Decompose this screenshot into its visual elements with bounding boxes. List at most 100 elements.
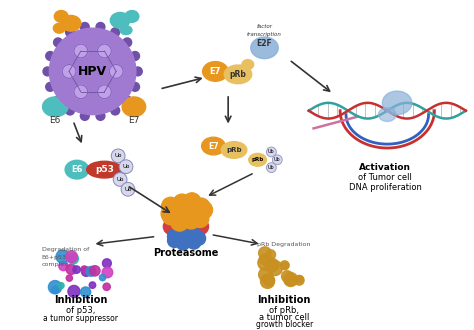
Circle shape: [54, 96, 63, 105]
Circle shape: [102, 267, 113, 278]
Circle shape: [285, 275, 296, 285]
Circle shape: [62, 65, 76, 78]
Ellipse shape: [125, 11, 139, 22]
Circle shape: [82, 267, 91, 276]
Ellipse shape: [251, 37, 278, 59]
Text: p53: p53: [95, 165, 114, 174]
Circle shape: [176, 236, 190, 250]
Circle shape: [111, 28, 119, 37]
Text: E6: E6: [71, 165, 82, 174]
Text: Inhibition: Inhibition: [54, 295, 108, 305]
Circle shape: [167, 229, 181, 243]
Text: a tumor suppressor: a tumor suppressor: [43, 314, 118, 323]
Circle shape: [109, 65, 123, 78]
Text: E2F: E2F: [256, 39, 273, 49]
Circle shape: [46, 82, 55, 91]
Ellipse shape: [378, 108, 396, 121]
Text: Ub: Ub: [268, 165, 275, 170]
Text: pRb: pRb: [226, 147, 242, 153]
Circle shape: [282, 271, 293, 282]
Circle shape: [65, 28, 74, 37]
Circle shape: [189, 223, 204, 239]
Text: of Tumor cell: of Tumor cell: [358, 173, 412, 182]
Circle shape: [123, 96, 132, 105]
Ellipse shape: [383, 91, 412, 115]
Circle shape: [192, 198, 210, 216]
Text: Inhibition: Inhibition: [257, 295, 311, 305]
Ellipse shape: [61, 16, 81, 31]
Circle shape: [164, 219, 179, 234]
Circle shape: [74, 44, 88, 58]
Circle shape: [178, 225, 194, 240]
Circle shape: [54, 38, 63, 47]
Text: DNA proliferation: DNA proliferation: [349, 183, 422, 192]
Circle shape: [187, 228, 201, 242]
Circle shape: [162, 207, 180, 225]
Circle shape: [178, 213, 194, 229]
Text: Ub: Ub: [268, 149, 275, 154]
Circle shape: [123, 38, 132, 47]
Circle shape: [284, 273, 298, 286]
Circle shape: [282, 262, 289, 269]
Circle shape: [168, 223, 183, 239]
Circle shape: [171, 214, 189, 231]
Circle shape: [68, 253, 79, 264]
Circle shape: [66, 264, 76, 275]
Text: E7: E7: [210, 67, 221, 76]
Circle shape: [131, 51, 139, 60]
Circle shape: [261, 274, 274, 288]
Circle shape: [260, 254, 270, 265]
Circle shape: [266, 250, 275, 259]
Circle shape: [265, 258, 279, 272]
Circle shape: [111, 106, 119, 115]
Circle shape: [66, 251, 77, 262]
Circle shape: [263, 274, 274, 286]
Text: E6+p53: E6+p53: [42, 254, 66, 259]
Text: of pRb,: of pRb,: [269, 306, 299, 314]
Text: pRb: pRb: [229, 70, 246, 79]
Text: E7: E7: [128, 116, 139, 125]
Circle shape: [280, 261, 289, 270]
Circle shape: [103, 283, 110, 290]
Circle shape: [100, 275, 106, 281]
Circle shape: [133, 67, 142, 76]
Circle shape: [68, 285, 80, 297]
Circle shape: [268, 261, 283, 276]
Circle shape: [173, 194, 191, 212]
Circle shape: [189, 214, 204, 230]
Circle shape: [52, 286, 59, 293]
Circle shape: [69, 257, 75, 263]
Circle shape: [43, 67, 52, 76]
Circle shape: [187, 235, 201, 249]
Circle shape: [73, 266, 81, 273]
Text: Ub: Ub: [117, 177, 124, 182]
Circle shape: [266, 147, 276, 157]
Ellipse shape: [224, 65, 252, 84]
Circle shape: [176, 227, 190, 241]
Circle shape: [294, 276, 304, 285]
Circle shape: [90, 266, 100, 276]
Circle shape: [46, 51, 55, 60]
Ellipse shape: [87, 161, 122, 178]
Text: Ub: Ub: [114, 153, 122, 158]
Ellipse shape: [221, 142, 247, 158]
Circle shape: [86, 267, 96, 276]
Circle shape: [96, 112, 105, 120]
Text: HPV: HPV: [78, 65, 107, 78]
Circle shape: [48, 280, 62, 294]
Circle shape: [183, 193, 201, 211]
Circle shape: [259, 268, 272, 281]
Circle shape: [102, 259, 111, 268]
Circle shape: [192, 232, 206, 245]
Text: E7: E7: [208, 142, 219, 150]
Text: pRb Degradation: pRb Degradation: [257, 242, 311, 247]
Ellipse shape: [43, 97, 68, 116]
Ellipse shape: [120, 26, 132, 35]
Circle shape: [81, 266, 88, 273]
Circle shape: [98, 44, 111, 58]
Text: Proteasome: Proteasome: [153, 248, 219, 258]
Circle shape: [162, 197, 179, 215]
Text: growth blocker: growth blocker: [255, 320, 313, 329]
Circle shape: [119, 160, 133, 174]
Circle shape: [81, 112, 89, 120]
